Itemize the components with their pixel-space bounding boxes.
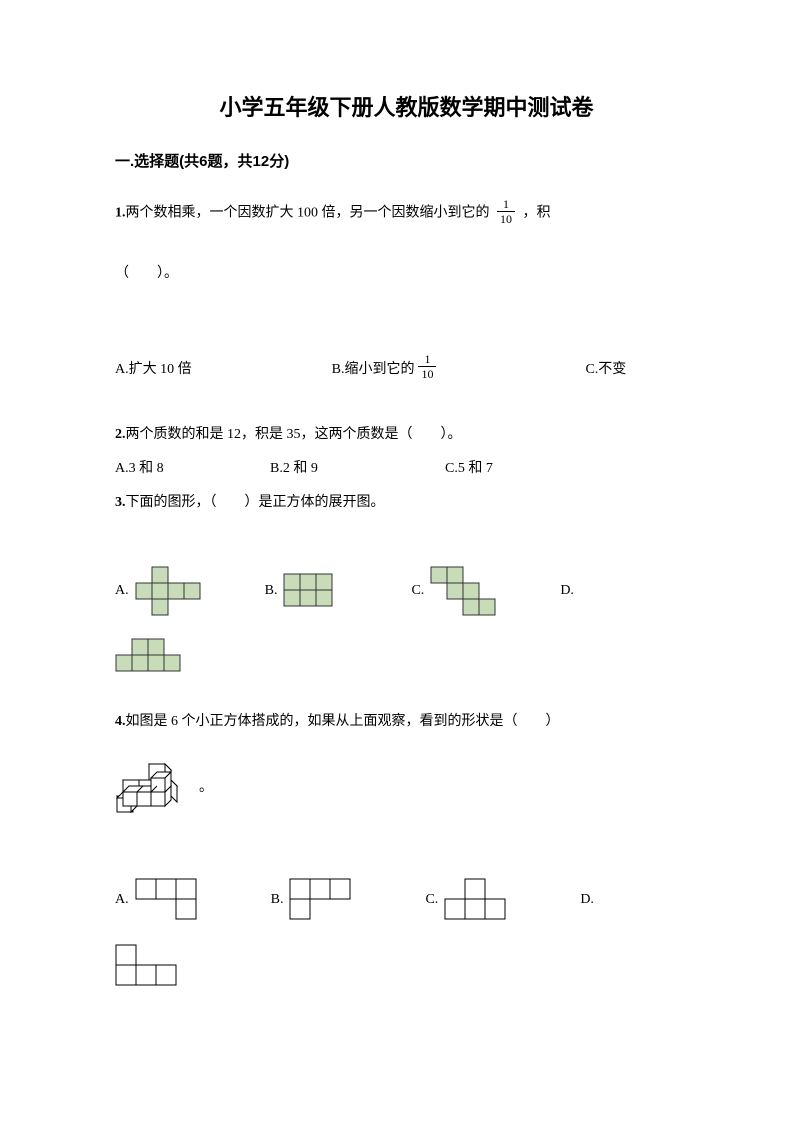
q1-blank: （ ）。 [115, 262, 698, 286]
q4-opt-d-label: D. [580, 892, 594, 908]
q2-opt-c: C.5 和 7 [445, 457, 493, 477]
q4-opt-c-label: C. [425, 892, 438, 908]
q3-opt-d-label: D. [560, 583, 574, 599]
page-title: 小学五年级下册人教版数学期中测试卷 [115, 90, 698, 122]
q4-period: 。 [199, 776, 213, 796]
q2-text: 两个质数的和是 12，积是 35，这两个质数是（ ）。 [126, 427, 462, 442]
q3-num: 3. [115, 495, 126, 510]
section-header: 一.选择题(共6题，共12分) [115, 150, 698, 171]
q1-frac-num: 1 [497, 197, 515, 212]
question-4: 4.如图是 6 个小正方体搭成的，如果从上面观察，看到的形状是（ ） [115, 710, 698, 734]
q4-text: 如图是 6 个小正方体搭成的，如果从上面观察，看到的形状是（ ） [126, 714, 560, 729]
question-3: 3.下面的图形，（ ）是正方体的展开图。 [115, 491, 698, 515]
q3-text: 下面的图形，（ ）是正方体的展开图。 [126, 495, 385, 510]
q3-shape-a [135, 566, 205, 616]
q4-shape-a [135, 878, 201, 922]
q3-options-row1: A. B. C. [115, 566, 698, 616]
q1-opt-c: C.不变 [585, 358, 626, 378]
q2-options: A.3 和 8 B.2 和 9 C.5 和 7 [115, 457, 698, 477]
q1-optb-frac-num: 1 [418, 352, 436, 367]
q1-opt-a: A.扩大 10 倍 [115, 358, 192, 378]
question-1: 1.两个数相乘，一个因数扩大 100 倍，另一个因数缩小到它的 1 10 ，积 … [115, 199, 698, 286]
q1-options: A.扩大 10 倍 B.缩小到它的 1 10 C.不变 [115, 354, 698, 383]
q4-shape-c [444, 878, 510, 922]
q1-text-a: 两个数相乘，一个因数扩大 100 倍，另一个因数缩小到它的 [126, 206, 490, 221]
q3-opt-c-label: C. [411, 583, 424, 599]
q3-shape-d [115, 638, 698, 674]
q1-text-b: ，积 [523, 206, 551, 221]
question-2: 2.两个质数的和是 12，积是 35，这两个质数是（ ）。 [115, 423, 698, 447]
q4-shape-b [289, 878, 355, 922]
q4-opt-a-label: A. [115, 892, 129, 908]
q4-opt-b-label: B. [271, 892, 284, 908]
q1-optb-frac-den: 10 [418, 367, 436, 381]
q1-fraction: 1 10 [497, 197, 515, 226]
q3-opt-b-label: B. [265, 583, 278, 599]
q1-opt-b: B.缩小到它的 1 10 [332, 354, 441, 383]
q2-opt-a: A.3 和 8 [115, 457, 270, 477]
q2-opt-b: B.2 和 9 [270, 457, 445, 477]
q3-shape-b [283, 573, 353, 609]
q1-num: 1. [115, 206, 126, 221]
q4-num: 4. [115, 714, 126, 729]
q4-shape-d [115, 944, 698, 988]
q1-opt-b-fraction: 1 10 [418, 352, 436, 381]
q4-3d-figure: 。 [115, 762, 698, 822]
q2-num: 2. [115, 427, 126, 442]
q1-opt-b-text: B.缩小到它的 [332, 358, 415, 378]
q1-frac-den: 10 [497, 212, 515, 226]
q4-options-row1: A. B. C. [115, 878, 698, 922]
q3-shape-c [430, 566, 500, 616]
q3-opt-a-label: A. [115, 583, 129, 599]
